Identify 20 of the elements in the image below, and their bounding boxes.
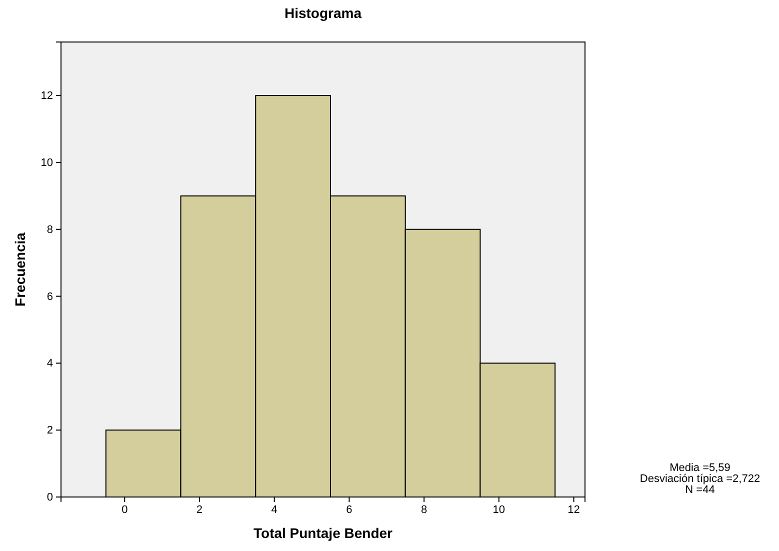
text: Desviación típica =2,722 [640,473,760,485]
y-axis-title: Frecuencia [12,232,28,306]
y-tick-label: 0 [46,492,53,504]
y-tick-label: 8 [46,224,53,236]
y-tick-label: 6 [46,290,53,303]
y-tick-label: 10 [40,156,53,169]
text: Media =5,59 [670,462,730,474]
text: N =44 [685,484,715,496]
y-tick-label: 12 [40,90,53,102]
x-tick-label: 8 [420,504,428,516]
x-tick-label: 4 [271,504,278,516]
y-tick-label: 2 [46,424,53,437]
x-tick-label: 12 [568,504,580,516]
x-tick-label: 2 [196,504,203,516]
x-tick-label: 0 [122,504,128,516]
x-tick-label: 6 [346,504,352,516]
chart-title: Histograma [284,5,362,21]
x-axis-title: Total Puntaje Bender [254,525,394,541]
y-tick-label: 4 [46,358,53,370]
x-tick-label: 10 [492,504,506,516]
